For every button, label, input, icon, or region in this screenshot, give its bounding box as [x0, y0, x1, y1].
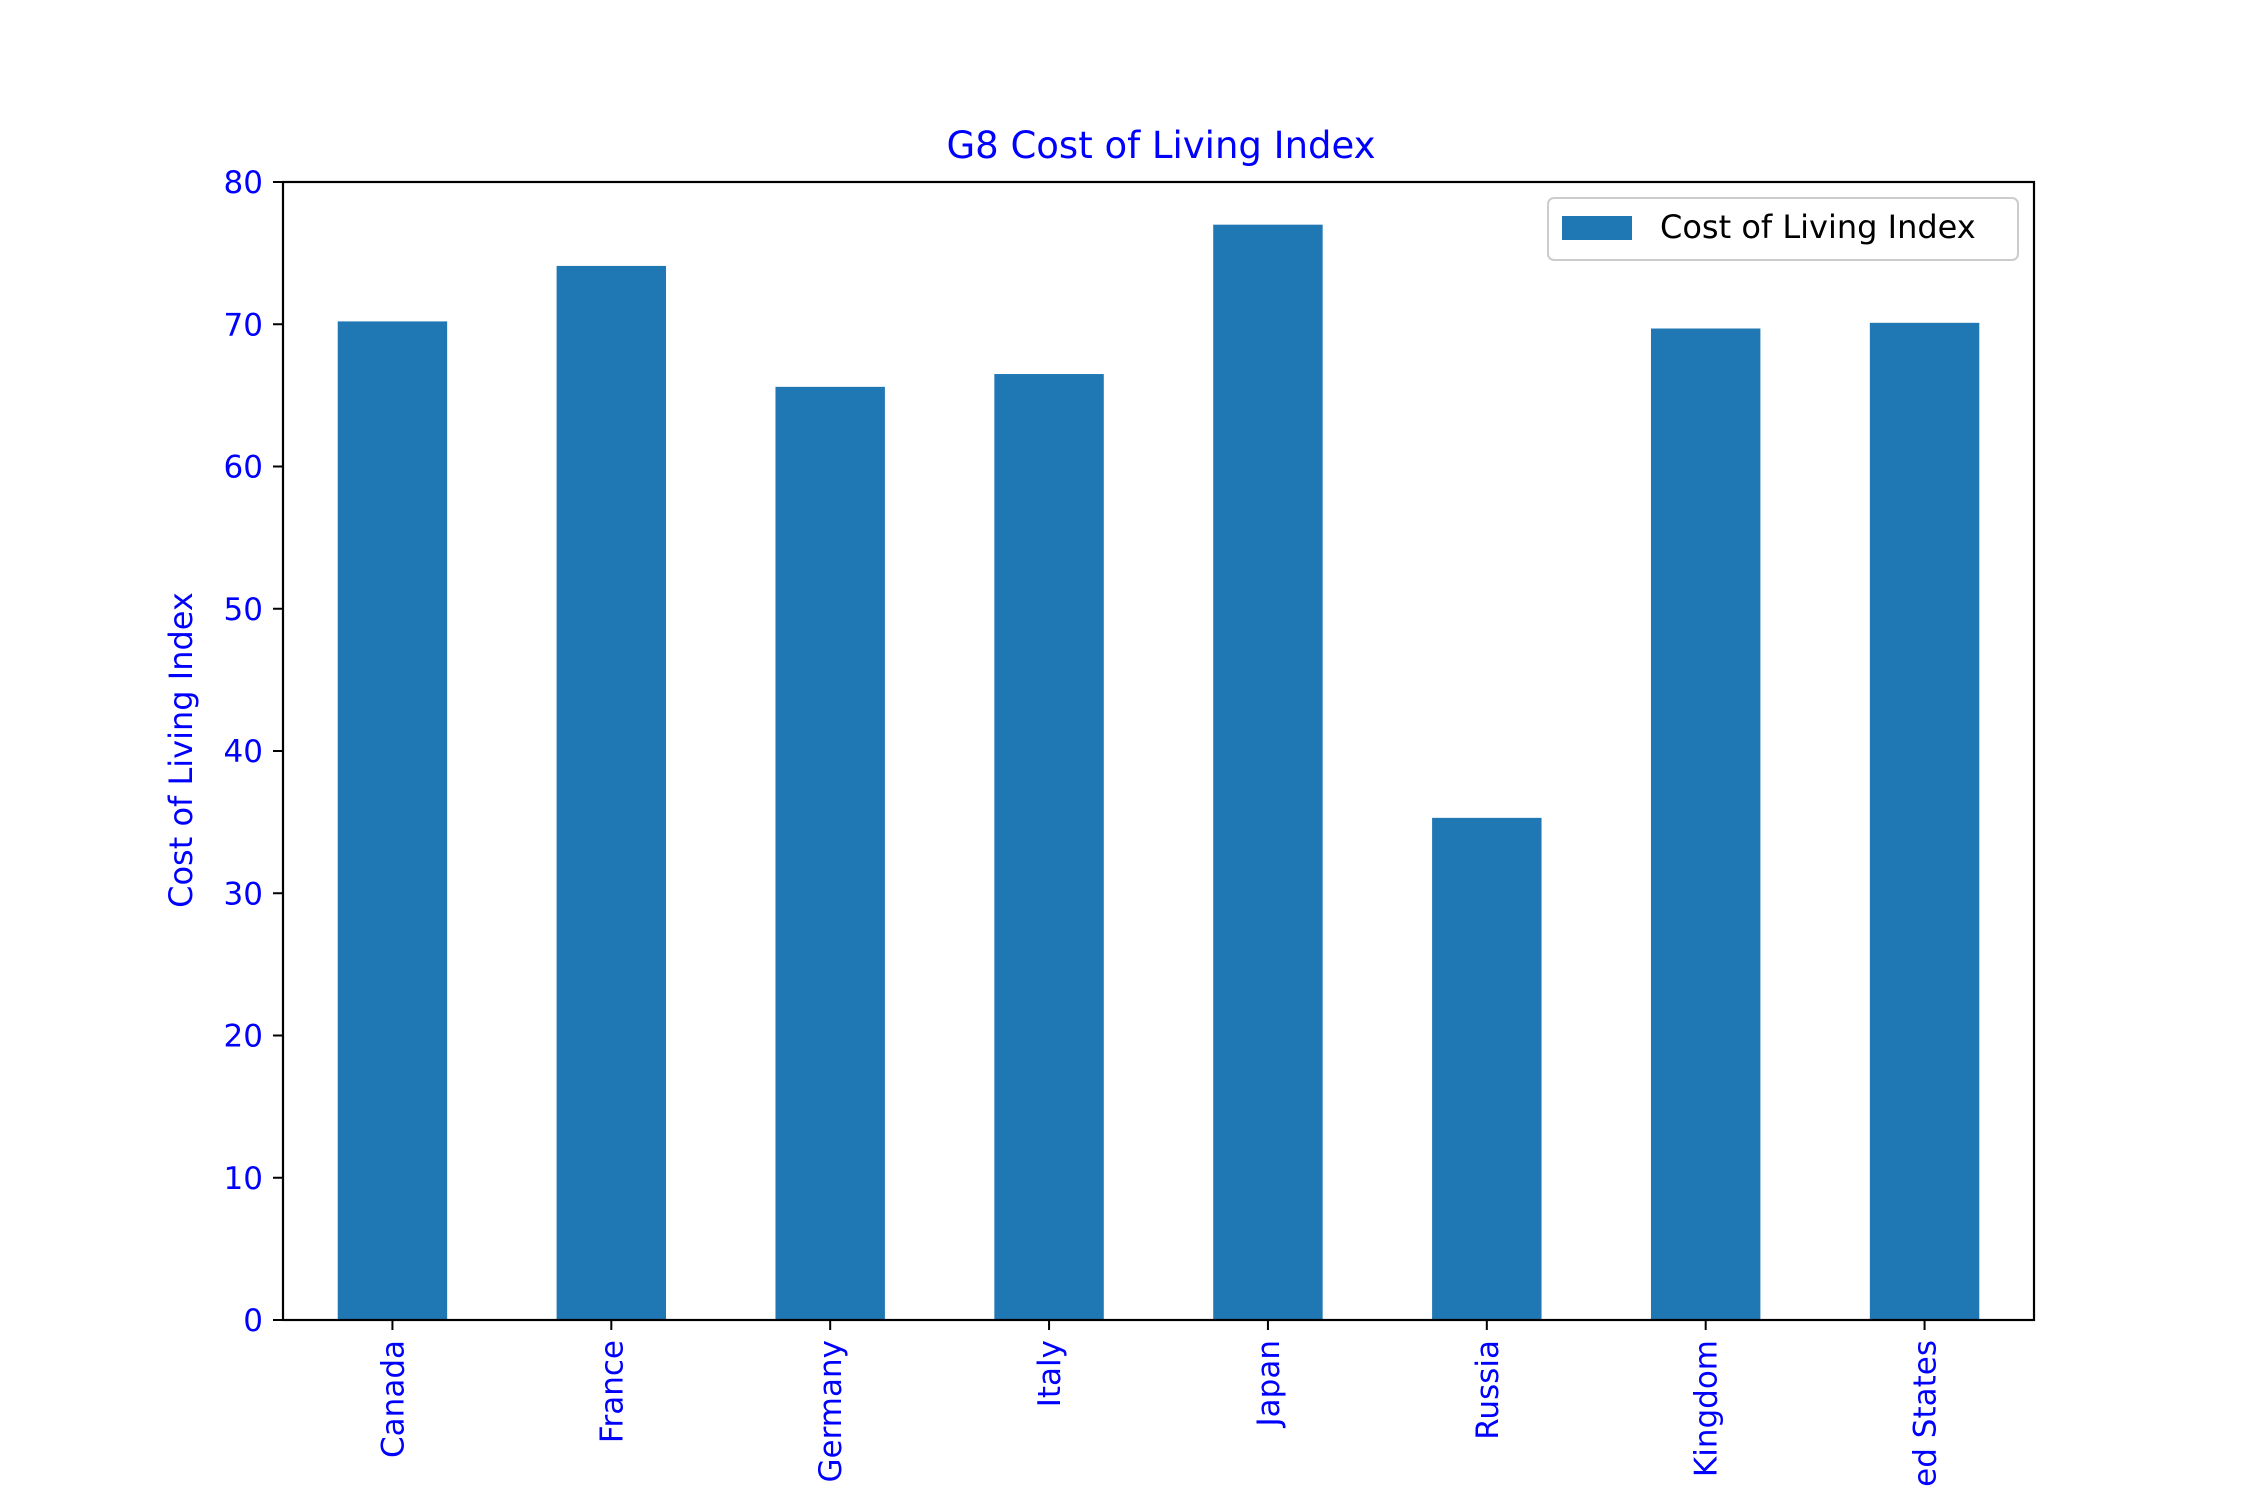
- bar-germany: [775, 386, 885, 1321]
- y-tick-label: 20: [224, 1019, 263, 1055]
- legend-label: Cost of Living Index: [1660, 208, 1976, 246]
- bars-layer: [337, 224, 1980, 1321]
- x-tick-label: France: [594, 1340, 630, 1443]
- y-tick-label: 50: [224, 592, 263, 628]
- x-tick-label: Italy: [1032, 1340, 1068, 1407]
- y-tick-label: 10: [224, 1161, 263, 1197]
- bar-france: [556, 265, 667, 1320]
- y-axis-ticks: 0 10 20 30 40 50 60 70 80: [224, 165, 283, 1339]
- y-tick-label: 40: [224, 734, 263, 770]
- plot-frame: [281, 180, 2036, 1322]
- legend: Cost of Living Index: [1547, 197, 2019, 261]
- bar-italy: [994, 374, 1104, 1321]
- y-tick-label: 0: [243, 1303, 263, 1339]
- x-axis-ticks: Canada France Germany Italy Japan Russia Kingd…: [375, 1320, 1944, 1487]
- y-tick-label: 70: [224, 307, 263, 343]
- y-tick-label: 60: [224, 450, 263, 486]
- bar-kingdom: [1650, 328, 1761, 1321]
- legend-swatch: [1562, 216, 1632, 240]
- y-axis-label: Cost of Living Index: [162, 592, 200, 908]
- x-tick-label: Germany: [813, 1340, 849, 1482]
- x-tick-label: ed States: [1908, 1340, 1944, 1487]
- bar-canada: [337, 321, 448, 1320]
- x-tick-label: Japan: [1251, 1340, 1287, 1428]
- x-tick-label: Canada: [375, 1340, 411, 1458]
- y-tick-label: 30: [224, 876, 263, 912]
- x-tick-label: Kingdom: [1689, 1340, 1725, 1477]
- bar-ed-states: [1869, 322, 1980, 1320]
- x-tick-label: Russia: [1470, 1340, 1506, 1440]
- chart-title: G8 Cost of Living Index: [946, 124, 1375, 167]
- y-tick-label: 80: [224, 165, 263, 201]
- legend-box: [1547, 197, 2019, 261]
- bar-russia: [1432, 817, 1542, 1320]
- bar-japan: [1213, 224, 1323, 1320]
